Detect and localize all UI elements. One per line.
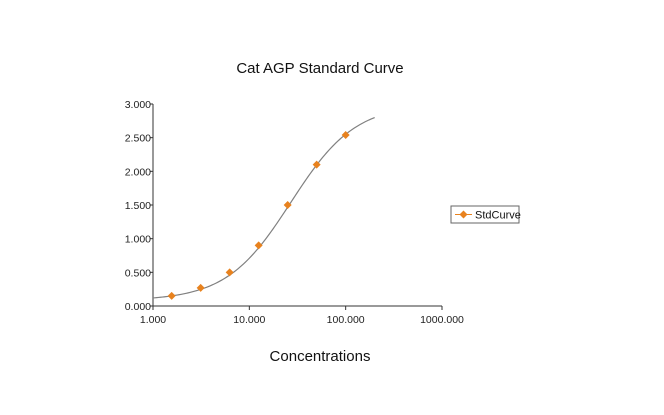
- data-point: [283, 201, 292, 209]
- y-tick-label: 2.000: [125, 166, 151, 178]
- x-tick-label: 1000.000: [420, 314, 464, 326]
- y-tick-label: 3.000: [125, 99, 151, 111]
- x-axis-label: Concentrations: [270, 348, 371, 365]
- legend-label: StdCurve: [475, 210, 521, 222]
- y-axis: 0.000 0.500 1.000 1.500 2.000 2.500 3.000: [125, 99, 154, 313]
- data-point: [167, 291, 176, 300]
- y-tick-label: 2.500: [125, 133, 151, 145]
- legend-box: [450, 205, 520, 224]
- data-point: [254, 241, 263, 250]
- x-tick-label: 10.000: [233, 314, 265, 326]
- x-axis: 1.000 10.000 100.000 1000.000: [140, 305, 464, 326]
- x-tick-label: 1.000: [140, 314, 166, 326]
- y-tick-label: 1.000: [125, 234, 151, 246]
- y-tick-label: 0.000: [125, 301, 151, 313]
- data-point: [196, 283, 205, 292]
- y-tick-label: 1.500: [125, 200, 151, 212]
- x-tick-label: 100.000: [327, 314, 365, 326]
- fit-curve: [152, 116, 375, 299]
- data-point: [312, 160, 321, 169]
- data-points: [167, 130, 350, 300]
- data-point: [341, 130, 350, 139]
- chart-title: Cat AGP Standard Curve: [236, 60, 403, 77]
- legend: StdCurve: [450, 205, 521, 224]
- data-point: [225, 268, 234, 277]
- y-tick-label: 0.500: [125, 267, 151, 279]
- legend-marker-diamond-icon: [459, 210, 468, 219]
